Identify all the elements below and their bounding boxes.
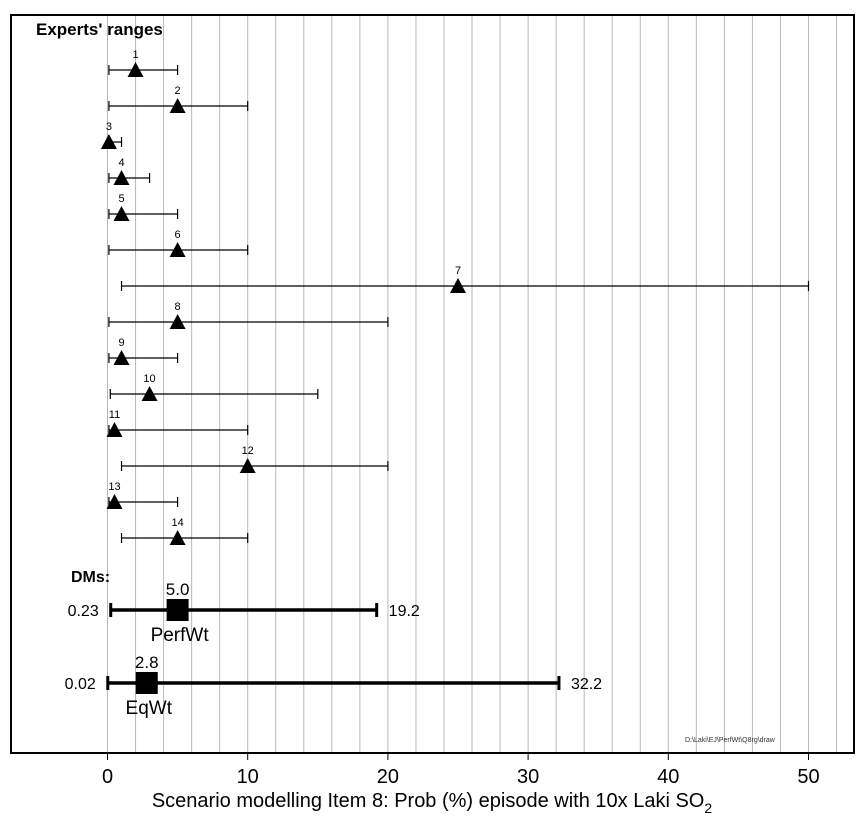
median-marker	[113, 170, 130, 185]
expert-label: 12	[242, 445, 254, 457]
expert-range: 12	[120, 445, 389, 473]
median-marker	[141, 386, 158, 401]
expert-label: 5	[118, 193, 124, 205]
expert-label: 14	[171, 517, 183, 529]
expert-label: 11	[109, 409, 120, 421]
expert-range: 7	[120, 265, 810, 293]
plot-frame	[10, 14, 855, 754]
x-tick-label: 10	[237, 766, 259, 788]
expert-label: 13	[108, 481, 120, 493]
footnote: D:\Laki\EJ\PerfWt\Q8rg\draw	[685, 737, 776, 744]
expert-range: 2	[108, 85, 249, 113]
expert-range: 8	[108, 301, 389, 329]
expert-range: 10	[109, 373, 319, 401]
expert-label: 7	[455, 265, 461, 277]
expert-label: 1	[132, 49, 138, 61]
expert-range: 4	[108, 157, 151, 185]
expert-range: 9	[108, 337, 179, 365]
expert-range: 5	[108, 193, 179, 221]
expert-label: 6	[175, 229, 181, 241]
median-marker	[106, 494, 123, 509]
expert-range: 3	[100, 121, 123, 149]
median-marker	[239, 458, 256, 473]
x-tick-label: 0	[102, 766, 113, 788]
dm-low-label: 0.23	[68, 603, 99, 620]
dm-median-marker	[166, 599, 189, 621]
x-tick-label: 40	[657, 766, 679, 788]
median-marker	[127, 62, 144, 77]
dm-median-label: 2.8	[135, 653, 159, 672]
median-marker	[113, 206, 130, 221]
median-marker	[169, 314, 186, 329]
median-marker	[100, 134, 117, 149]
dm-range: 0.23 19.2 5.0 PerfWt	[68, 580, 420, 646]
dm-name: EqWt	[126, 698, 173, 719]
median-marker	[113, 350, 130, 365]
x-tick-label: 30	[517, 766, 539, 788]
expert-label: 9	[118, 337, 124, 349]
dm-name: PerfWt	[151, 625, 210, 646]
dm-range: 0.02 32.2 2.8 EqWt	[65, 653, 603, 719]
x-axis-label: Scenario modelling Item 8: Prob (%) epis…	[152, 790, 713, 816]
median-marker	[169, 98, 186, 113]
expert-range: 13	[106, 481, 179, 509]
expert-range: 6	[108, 229, 249, 257]
expert-range: 11	[106, 409, 249, 437]
expert-label: 8	[175, 301, 181, 313]
x-axis: 0 10 20 30 40 50	[102, 753, 820, 788]
expert-label: 2	[175, 85, 181, 97]
expert-range: 1	[108, 49, 179, 77]
expert-label: 3	[106, 121, 112, 133]
dm-high-label: 32.2	[571, 676, 602, 693]
expert-range: 14	[120, 517, 249, 545]
dm-median-label: 5.0	[166, 580, 190, 599]
x-tick-label: 50	[797, 766, 819, 788]
dm-section-title: DMs:	[71, 569, 110, 586]
median-marker	[450, 278, 466, 293]
median-marker	[169, 242, 186, 257]
median-marker	[106, 422, 123, 437]
dm-low-label: 0.02	[65, 676, 96, 693]
dm-high-label: 19.2	[389, 603, 420, 620]
chart-title: Experts' ranges	[36, 20, 163, 39]
x-tick-label: 20	[377, 766, 399, 788]
gridlines	[107, 16, 838, 752]
dm-median-marker	[135, 672, 158, 694]
expert-label: 10	[143, 373, 155, 385]
expert-label: 4	[118, 157, 124, 169]
median-marker	[169, 530, 186, 545]
